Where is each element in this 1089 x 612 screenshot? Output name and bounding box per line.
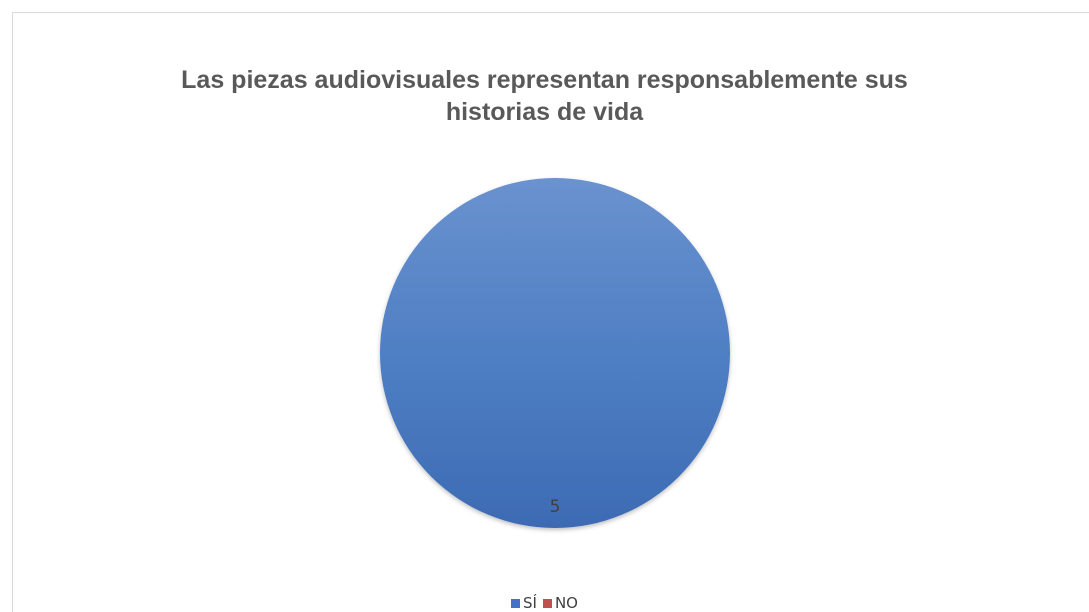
- legend-label-si: SÍ: [523, 594, 537, 612]
- pie-data-labels: 5: [550, 497, 561, 517]
- legend-swatch-si: [511, 598, 520, 608]
- legend-item-si: SÍ: [511, 594, 537, 612]
- chart-title-line-1: Las piezas audiovisuales representan res…: [181, 66, 908, 94]
- chart-legend: SÍ NO: [0, 594, 1089, 612]
- slice-si: [380, 178, 730, 528]
- chart-title-line-2: historias de vida: [445, 98, 644, 126]
- data-label-si: 5: [550, 497, 561, 517]
- pie-slices: [380, 178, 730, 528]
- legend-item-no: NO: [542, 594, 578, 612]
- chart-title: Las piezas audiovisuales representan res…: [0, 64, 1089, 128]
- legend-swatch-no: [542, 598, 552, 608]
- legend-label-no: NO: [554, 594, 578, 612]
